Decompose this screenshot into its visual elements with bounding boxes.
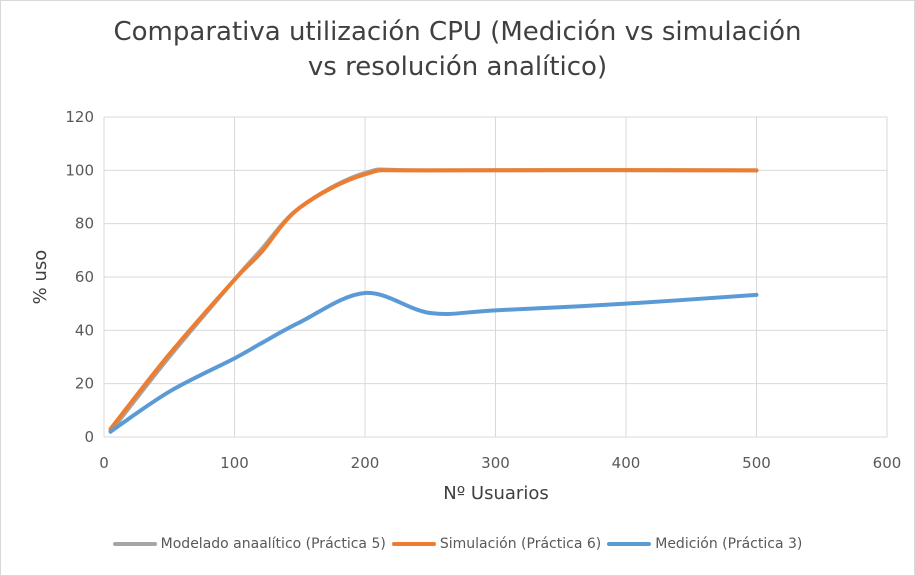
x-tick-label: 200 [351, 454, 380, 472]
y-tick-label: 0 [84, 428, 94, 446]
grid-lines [103, 116, 888, 438]
legend-label: Medición (Práctica 3) [655, 536, 803, 552]
series-line-3 [108, 290, 759, 434]
y-axis-title: % uso [30, 250, 51, 305]
legend-item: Medición (Práctica 3) [607, 536, 802, 552]
y-tick-label: 20 [75, 375, 94, 393]
legend-swatch [112, 542, 157, 546]
x-tick-label: 300 [481, 454, 510, 472]
x-tick-label: 400 [612, 454, 641, 472]
x-tick-label: 100 [220, 454, 249, 472]
x-tick-labels: 0 100 200 300 400 500 600 [99, 454, 901, 472]
legend-label: Modelado anaalítico (Práctica 5) [160, 536, 386, 552]
y-tick-label: 120 [65, 108, 94, 126]
chart-title: Comparativa utilización CPU (Medición vs… [1, 15, 914, 85]
series-lines [108, 167, 759, 434]
x-tick-label: 0 [99, 454, 109, 472]
x-tick-label: 500 [742, 454, 771, 472]
chart-legend: Modelado anaalítico (Práctica 5) Simulaci… [1, 536, 914, 552]
series-line-2 [108, 168, 759, 431]
y-tick-label: 100 [65, 161, 94, 179]
legend-item: Modelado anaalítico (Práctica 5) [112, 536, 386, 552]
x-axis-title: Nº Usuarios [443, 483, 548, 504]
y-tick-label: 80 [75, 215, 94, 233]
legend-label: Simulación (Práctica 6) [439, 536, 602, 552]
chart-title-line-1: Comparativa utilización CPU (Medición vs… [113, 17, 802, 47]
y-tick-label: 60 [75, 268, 94, 286]
y-tick-label: 40 [75, 321, 94, 339]
x-tick-label: 600 [873, 454, 902, 472]
y-tick-labels: 0 20 40 60 80 100 120 [65, 108, 94, 446]
legend-swatch [391, 542, 436, 546]
legend-swatch [607, 542, 652, 546]
legend-item: Simulación (Práctica 6) [391, 536, 602, 552]
chart-title-line-2: vs resolución analítico) [307, 52, 608, 82]
